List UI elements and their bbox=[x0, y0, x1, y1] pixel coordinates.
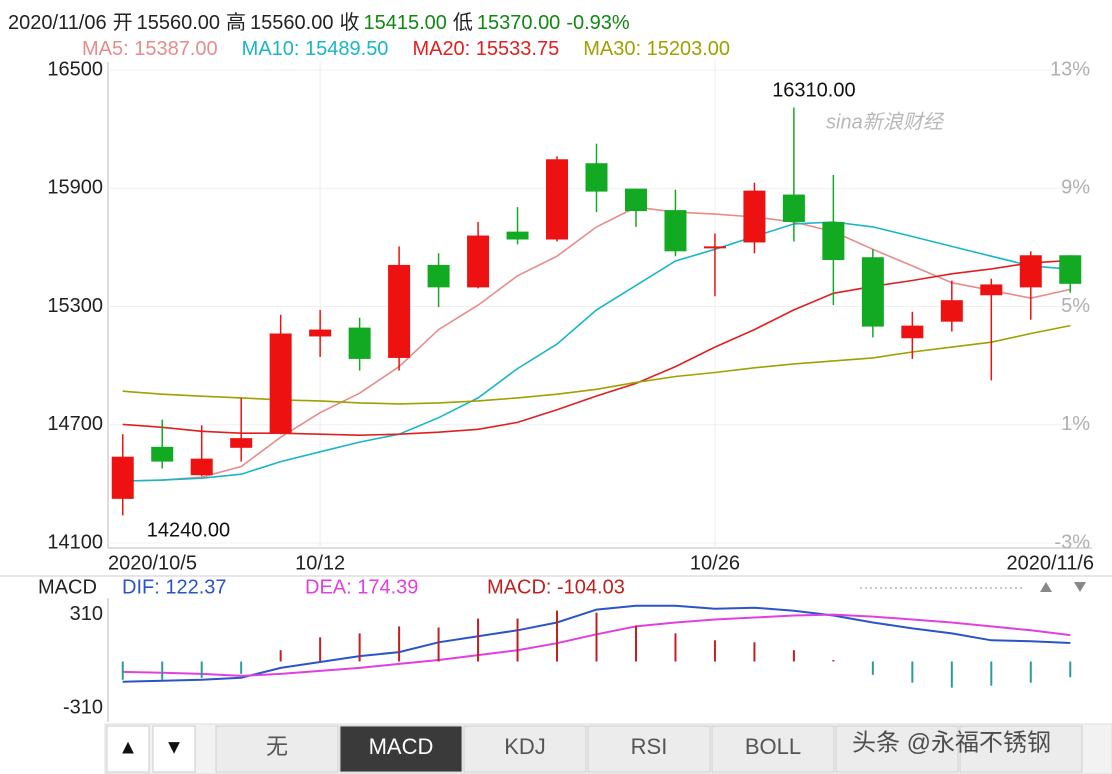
legend-entry: MA30: 15203.00 bbox=[583, 38, 730, 60]
macd-title: MACD bbox=[38, 576, 97, 598]
candle-body bbox=[743, 190, 766, 243]
legend-entry: MA5: 15387.00 bbox=[82, 38, 218, 60]
macd-legend: MACD: -104.03 bbox=[487, 576, 625, 598]
quote-change: -0.93% bbox=[566, 12, 630, 34]
macd-line bbox=[122, 604, 1071, 683]
toolbar-tab-label: BOLL bbox=[745, 734, 801, 759]
quote-label: 高 bbox=[226, 12, 247, 34]
candle-body bbox=[901, 325, 924, 339]
legend-entry: MA20: 15533.75 bbox=[412, 38, 560, 60]
watermark: sina新浪财经 bbox=[826, 111, 945, 133]
ma-line bbox=[122, 206, 1071, 482]
quote-label: 低 bbox=[452, 12, 473, 34]
quote-label: 开 bbox=[112, 12, 133, 34]
candle-body bbox=[111, 456, 134, 499]
candle-body bbox=[861, 257, 884, 327]
candle-body bbox=[427, 264, 450, 288]
y-tick-label: 15300 bbox=[47, 295, 103, 317]
quote-value: 15415.00 bbox=[363, 12, 447, 34]
quote-value: 15560.00 bbox=[136, 12, 221, 34]
candle-body bbox=[664, 210, 687, 252]
candle-body bbox=[822, 221, 845, 260]
watermark: 头条 @永福不锈钢 bbox=[852, 729, 1051, 756]
toolbar-button[interactable] bbox=[152, 725, 196, 773]
y-tick-label: 15900 bbox=[47, 177, 103, 199]
x-tick-label: 2020/10/5 bbox=[108, 552, 197, 574]
toolbar-button-label: ▲ bbox=[118, 736, 138, 758]
x-tick-label: 2020/11/6 bbox=[1007, 552, 1095, 574]
candle-body bbox=[546, 159, 569, 240]
y-tick-label: 16500 bbox=[47, 58, 103, 80]
candle-body bbox=[388, 264, 411, 358]
toolbar-tab-label: KDJ bbox=[504, 734, 546, 759]
candle-body bbox=[506, 231, 529, 240]
toolbar-tab[interactable] bbox=[463, 725, 587, 773]
panel-up-icon[interactable] bbox=[1040, 582, 1052, 592]
y2-tick-label: 5% bbox=[1061, 295, 1090, 317]
y2-tick-label: 1% bbox=[1061, 413, 1090, 435]
macd-legend: DEA: 174.39 bbox=[305, 576, 418, 598]
macd-y-tick-label: -310 bbox=[63, 697, 103, 719]
header: 2020/11/06 开 15560.00 高 15560.00 收 15415.00 低 15… bbox=[8, 6, 636, 35]
toolbar-tab[interactable] bbox=[835, 725, 959, 773]
x-tick-label: 10/26 bbox=[690, 552, 740, 574]
quote-date: 2020/11/06 bbox=[8, 12, 107, 34]
quote-label: 收 bbox=[339, 12, 360, 34]
y-tick-label: 14700 bbox=[47, 413, 103, 435]
toolbar-tab[interactable] bbox=[215, 725, 339, 773]
macd-legend: DIF: 122.37 bbox=[122, 576, 227, 598]
candle-body bbox=[703, 246, 726, 249]
y2-tick-label: -3% bbox=[1054, 531, 1090, 553]
candle-body bbox=[585, 163, 608, 192]
candle-body bbox=[151, 446, 174, 462]
toolbar-tab[interactable] bbox=[587, 725, 711, 773]
candle-body bbox=[782, 194, 805, 222]
toolbar-button[interactable] bbox=[106, 725, 150, 773]
x-tick-label: 10/12 bbox=[295, 552, 345, 574]
candle-body bbox=[230, 438, 253, 448]
candle-body bbox=[624, 188, 647, 212]
candle-body bbox=[980, 284, 1003, 296]
candle-body bbox=[1019, 255, 1042, 288]
toolbar-tab[interactable] bbox=[339, 725, 463, 773]
candle-body bbox=[1059, 255, 1082, 284]
legend-entry: MA10: 15489.50 bbox=[241, 38, 389, 60]
candle-body bbox=[467, 235, 490, 288]
candle-body bbox=[190, 458, 213, 476]
panel-icons bbox=[860, 582, 1086, 592]
toolbar-tab[interactable] bbox=[959, 725, 1083, 773]
low-annotation: 14240.00 bbox=[147, 520, 230, 542]
candle-body bbox=[309, 329, 332, 337]
toolbar-tab-label: 无 bbox=[266, 734, 288, 759]
candle-body bbox=[269, 333, 292, 434]
toolbar-tab-label: RSI bbox=[631, 734, 668, 759]
quote-value: 15560.00 bbox=[250, 12, 334, 34]
y2-tick-label: 13% bbox=[1050, 58, 1090, 80]
y2-tick-label: 9% bbox=[1061, 177, 1090, 199]
macd-y-tick-label: 310 bbox=[70, 603, 103, 625]
panel-down-icon[interactable] bbox=[1074, 582, 1086, 592]
toolbar-button-label: ▼ bbox=[164, 736, 184, 758]
quote-value: 15370.00 bbox=[476, 12, 561, 34]
high-annotation: 16310.00 bbox=[772, 80, 855, 102]
candle-body bbox=[940, 300, 963, 322]
toolbar-tab[interactable] bbox=[711, 725, 835, 773]
candle-body bbox=[348, 327, 371, 359]
y-tick-label: 14100 bbox=[47, 531, 103, 553]
toolbar-tab-label: MACD bbox=[369, 734, 434, 759]
ma-line bbox=[122, 221, 1071, 482]
ma-legend: MA5: 15387.00 MA10: 15489.50 MA20: 15533.7… bbox=[82, 38, 754, 61]
